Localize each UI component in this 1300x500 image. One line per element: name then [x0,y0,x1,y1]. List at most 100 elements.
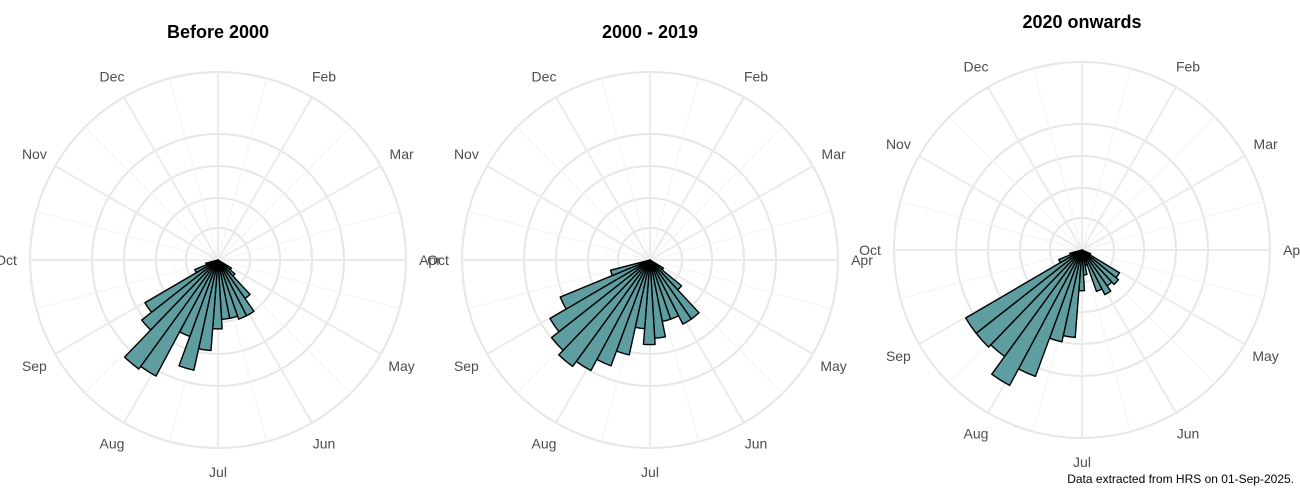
panel-title: 2000 - 2019 [602,22,698,42]
month-label-dec: Dec [100,68,125,84]
month-label-aug: Aug [964,426,989,442]
grid-spoke-minor [217,259,400,310]
month-label-oct: Oct [859,242,881,258]
month-label-jun: Jun [313,436,336,452]
grid-spoke-minor [217,259,352,394]
grid-spoke-minor [168,78,219,261]
month-label-nov: Nov [454,146,479,162]
polar-bar [965,249,1083,335]
month-label-oct: Oct [0,252,17,268]
polar-bar [144,259,219,314]
month-label-nov: Nov [22,146,47,162]
grid-spoke-minor [600,78,651,261]
grid-spoke-minor [217,78,268,261]
month-label-may: May [388,358,414,374]
month-label-dec: Dec [964,58,989,74]
month-label-dec: Dec [532,68,557,84]
grid-spoke-minor [36,210,219,261]
grid-spoke [217,259,382,355]
month-label-mar: Mar [390,146,414,162]
month-label-jun: Jun [1177,426,1200,442]
polar-bar [1069,249,1083,256]
grid-spoke-minor [36,259,219,310]
month-label-apr: Apr [419,252,441,268]
polar-bar [558,259,651,368]
grid-spoke-minor [1081,249,1132,432]
grid-spoke [649,96,745,261]
grid-spoke-minor [649,126,784,261]
month-label-aug: Aug [532,436,557,452]
grid-spoke-minor [1081,200,1264,251]
grid-spoke [555,96,651,261]
month-label-jun: Jun [745,436,768,452]
month-label-apr: Apr [1283,242,1300,258]
polar-bar [550,259,651,352]
month-label-oct: Oct [427,252,449,268]
polar-bar [609,259,651,277]
month-label-sep: Sep [454,358,479,374]
grid-spoke [486,165,651,261]
grid-spoke-minor [649,259,832,310]
polar-bar [1058,249,1083,264]
polar-bar [991,249,1083,387]
month-label-may: May [1252,348,1278,364]
polar-bar [217,259,248,320]
grid-spoke-minor [1081,249,1264,300]
polar-panel-3: Dec Feb Mar Apr May Jun Jul Aug Sep Oct Nov 2020 on… [859,12,1300,470]
grid-spoke [1081,86,1177,251]
month-label-mar: Mar [822,146,846,162]
grid-spoke [649,259,814,355]
polar-bar [1081,249,1120,286]
month-label-aug: Aug [100,436,125,452]
month-label-jul: Jul [641,464,659,480]
grid-spoke-minor [516,126,651,261]
month-label-may: May [820,358,846,374]
grid-spoke-minor [649,78,700,261]
grid-spoke [1081,155,1246,251]
panel-title: 2020 onwards [1022,12,1141,32]
grid-spoke-minor [217,210,400,261]
grid-spoke [54,165,219,261]
grid-spoke-minor [468,210,651,261]
polar-bar [123,259,219,370]
grid-spoke-minor [649,210,832,261]
grid-spoke [217,96,313,261]
polar-bar [205,259,219,266]
grid-spoke-minor [1081,68,1132,251]
month-label-sep: Sep [22,358,47,374]
grid-spoke-minor [84,126,219,261]
polar-bar [549,259,651,333]
grid-spoke-minor [217,126,352,261]
polar-bar [194,259,219,274]
month-label-jul: Jul [209,464,227,480]
grid-spoke-minor [900,249,1083,300]
grid-spoke-minor [948,116,1083,251]
month-label-nov: Nov [886,136,911,152]
polar-panel-2: Dec Feb Mar Apr May Jun Jul Aug Sep Oct Nov 2000 - … [427,22,873,480]
polar-bar [140,259,219,331]
grid-spoke [918,155,1083,251]
grid-spoke [1081,249,1246,345]
grid-spoke [987,86,1083,251]
grid-spoke [217,165,382,261]
month-label-apr: Apr [851,252,873,268]
month-label-feb: Feb [744,68,768,84]
month-label-jul: Jul [1073,454,1091,470]
grid-spoke-minor [1081,116,1216,251]
month-label-sep: Sep [886,348,911,364]
polar-bar [1081,249,1112,296]
month-label-feb: Feb [312,68,336,84]
grid-spoke [123,96,219,261]
polar-bar [642,259,656,346]
grid-spoke-minor [1032,68,1083,251]
grid-spoke [649,165,814,261]
polar-bar [649,259,693,325]
panel-title: Before 2000 [167,22,269,42]
polar-bar [1081,249,1103,293]
data-source-caption: Data extracted from HRS on 01-Sep-2025. [1067,472,1294,486]
polar-panel-1: Dec Feb Mar Apr May Jun Jul Aug Sep Oct Nov Before … [0,22,441,480]
polar-bar [559,259,651,310]
grid-spoke-minor [900,200,1083,251]
month-label-mar: Mar [1254,136,1278,152]
